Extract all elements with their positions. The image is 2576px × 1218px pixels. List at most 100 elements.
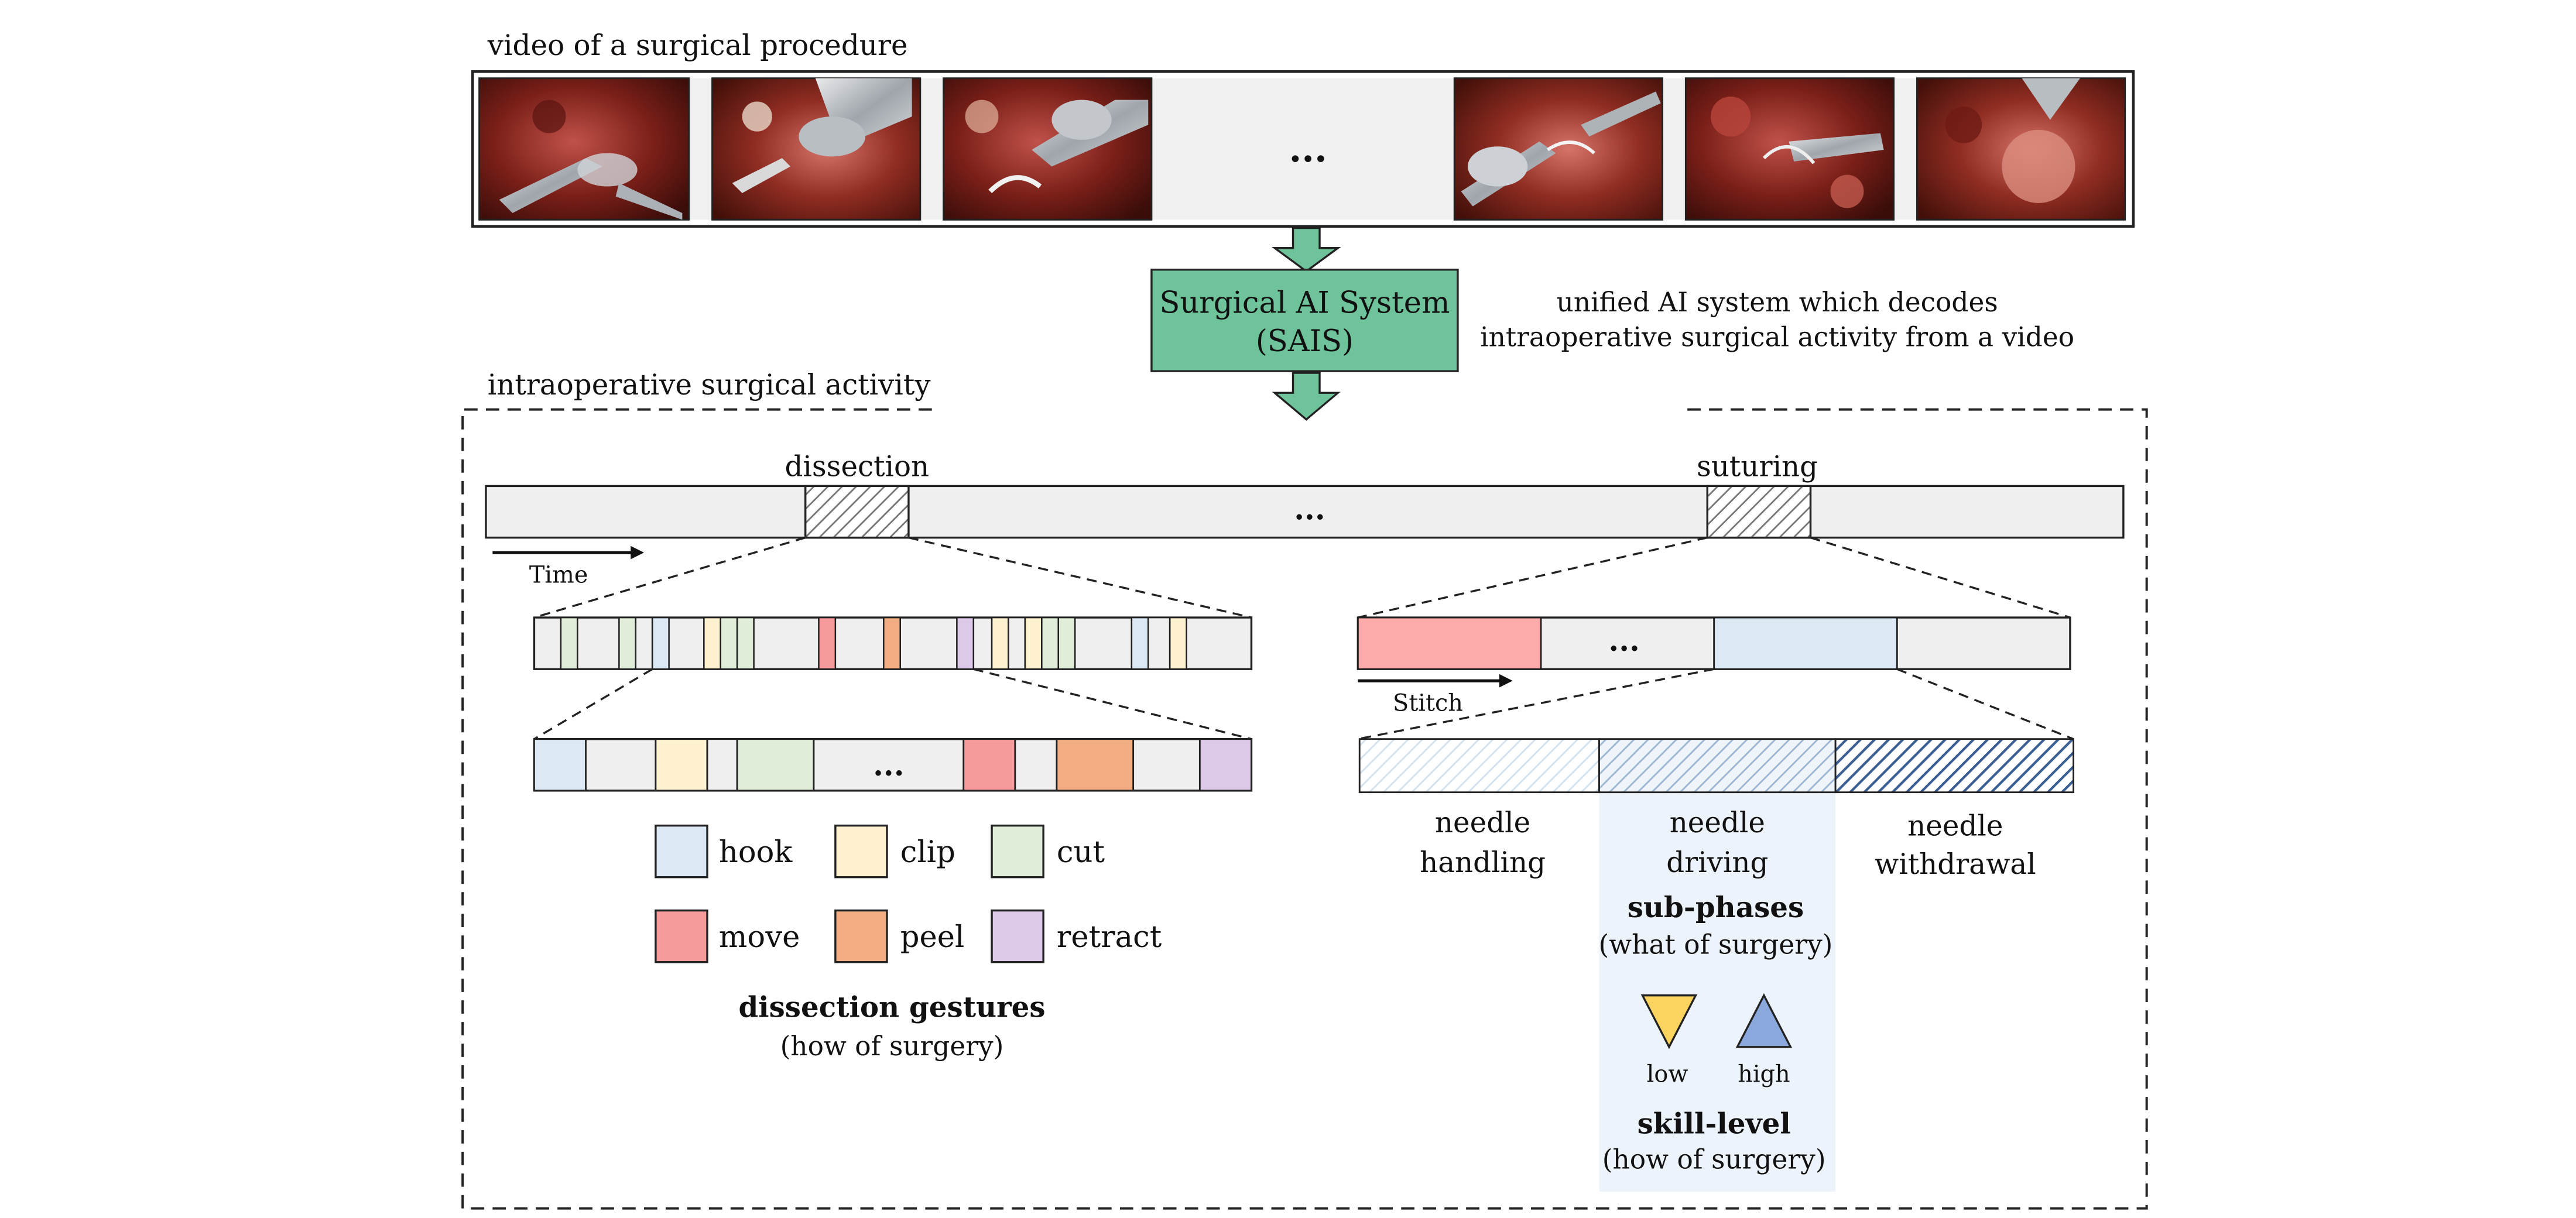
dissection-segment [804,485,910,539]
subphase-label-withdrawal-2: withdrawal [1875,848,2036,881]
sais-description-line1: unified AI system which decodes [1557,287,1998,318]
skill-subtitle: (how of surgery) [1602,1144,1826,1175]
legend-swatch-peel [834,909,888,963]
zoom-line-suturing-right [1810,536,2071,619]
legend-swatch-clip [834,824,888,879]
gesture-strip-move [818,616,837,670]
gesture-strip-peel [883,616,902,670]
gesture-strip-cut [1041,616,1060,670]
skill-high-label: high [1738,1061,1790,1087]
skill-title: skill-level [1638,1108,1791,1141]
video-frame-6 [1916,77,2126,221]
gesture-strip-retract [956,616,975,670]
sais-title: Surgical AI System [1159,286,1450,321]
zoom-line-stitch-left [1358,668,1714,740]
sample-retract [1198,738,1252,792]
gesture-strip-cut [618,616,637,670]
sample-move [962,738,1016,792]
timeline-ellipsis: ... [1294,492,1325,527]
zoom-line-dissection-left [533,536,806,619]
subphase-label-driving-2: driving [1666,846,1768,879]
sample-idle [706,738,738,792]
procedure-timeline [485,485,2125,539]
legend-label-move: move [719,920,800,955]
stitch-segment-3 [1713,616,1898,670]
video-frame-5 [1684,77,1895,221]
subphase-highlight [1599,792,1836,1192]
gesture-sample-ellipsis: ... [873,748,904,783]
skill-low-icon [1640,994,1698,1049]
gesture-strip-hook [651,616,670,670]
gesture-strip-hook [1131,616,1149,670]
subphase-label-withdrawal-1: needle [1907,810,2003,843]
subphase-label-driving-1: needle [1670,807,1765,839]
gesture-strip-clip [1169,616,1187,670]
skill-high-icon [1735,993,1793,1048]
gesture-strip-idle [635,616,653,670]
zoom-line-suturing-left [1357,536,1708,619]
subphase-needle-withdrawal [1834,738,2075,794]
gesture-strip-cut [1057,616,1076,670]
subphase-label-handling-2: handling [1420,846,1546,879]
gestures-title: dissection gestures [738,991,1045,1024]
skill-low-label: low [1647,1061,1688,1087]
subphase-needle-handling [1358,738,1600,794]
subphase-strip [1358,738,2075,794]
subphases-subtitle: (what of surgery) [1599,929,1833,960]
time-label: Time [529,561,588,588]
stitch-label: Stitch [1393,689,1463,716]
gesture-strip-cut [560,616,578,670]
gestures-subtitle: (how of surgery) [780,1031,1004,1062]
gesture-strip-clip [703,616,722,670]
video-frame-2 [711,77,922,221]
gesture-legend: hook clip cut move peel retract [655,824,1162,963]
stitch-ellipsis: ... [1608,623,1639,658]
activity-frame [461,408,2148,1210]
subphases-title: sub-phases [1628,891,1804,924]
zoom-line-gesture-left [533,668,653,740]
legend-label-retract: retract [1057,920,1162,955]
legend-swatch-move [655,909,708,963]
video-frame-1 [478,77,690,221]
legend-label-peel: peel [900,920,965,955]
gesture-strip-clip [1024,616,1043,670]
sais-box [1150,268,1459,372]
gesture-sample-strip [533,737,1253,792]
video-frame-4 [1453,77,1663,221]
time-arrow-head [631,545,644,560]
sais-description-line2: intraoperative surgical activity from a … [1480,322,2074,353]
sais-acronym: (SAIS) [1256,324,1354,359]
legend-swatch-hook [655,824,708,879]
gesture-strip-cut [720,616,738,670]
gesture-strip-clip [991,616,1009,670]
zoom-line-dissection-right [908,536,1252,619]
legend-swatch-cut [991,824,1044,879]
legend-label-clip: clip [900,835,955,870]
down-arrow-top [1272,227,1341,273]
gesture-strip-idle [1008,616,1026,670]
video-ellipsis: ... [1289,127,1327,170]
stitch-segment-1 [1356,616,1542,670]
down-arrow-bottom [1272,372,1341,421]
gesture-strip-cut [736,616,755,670]
subphase-needle-driving [1598,738,1837,794]
activity-title: intraoperative surgical activity [488,369,931,402]
stitch-strip [1356,616,2071,670]
legend-swatch-retract [991,909,1044,963]
sample-clip [655,738,708,792]
legend-label-hook: hook [719,835,793,870]
zoom-line-stitch-right [1896,668,2074,740]
suturing-segment [1706,485,1812,539]
gesture-strip [533,616,1253,670]
phase-label-suturing: suturing [1697,450,1818,483]
phase-label-dissection: dissection [785,450,929,483]
sample-cut [736,738,815,792]
subphase-label-handling-1: needle [1435,807,1530,839]
video-frame-3 [943,77,1153,221]
sample-peel [1056,738,1135,792]
stitch-arrow-head [1499,674,1513,688]
sample-hook [533,738,587,792]
gesture-strip-idle [1147,616,1171,670]
